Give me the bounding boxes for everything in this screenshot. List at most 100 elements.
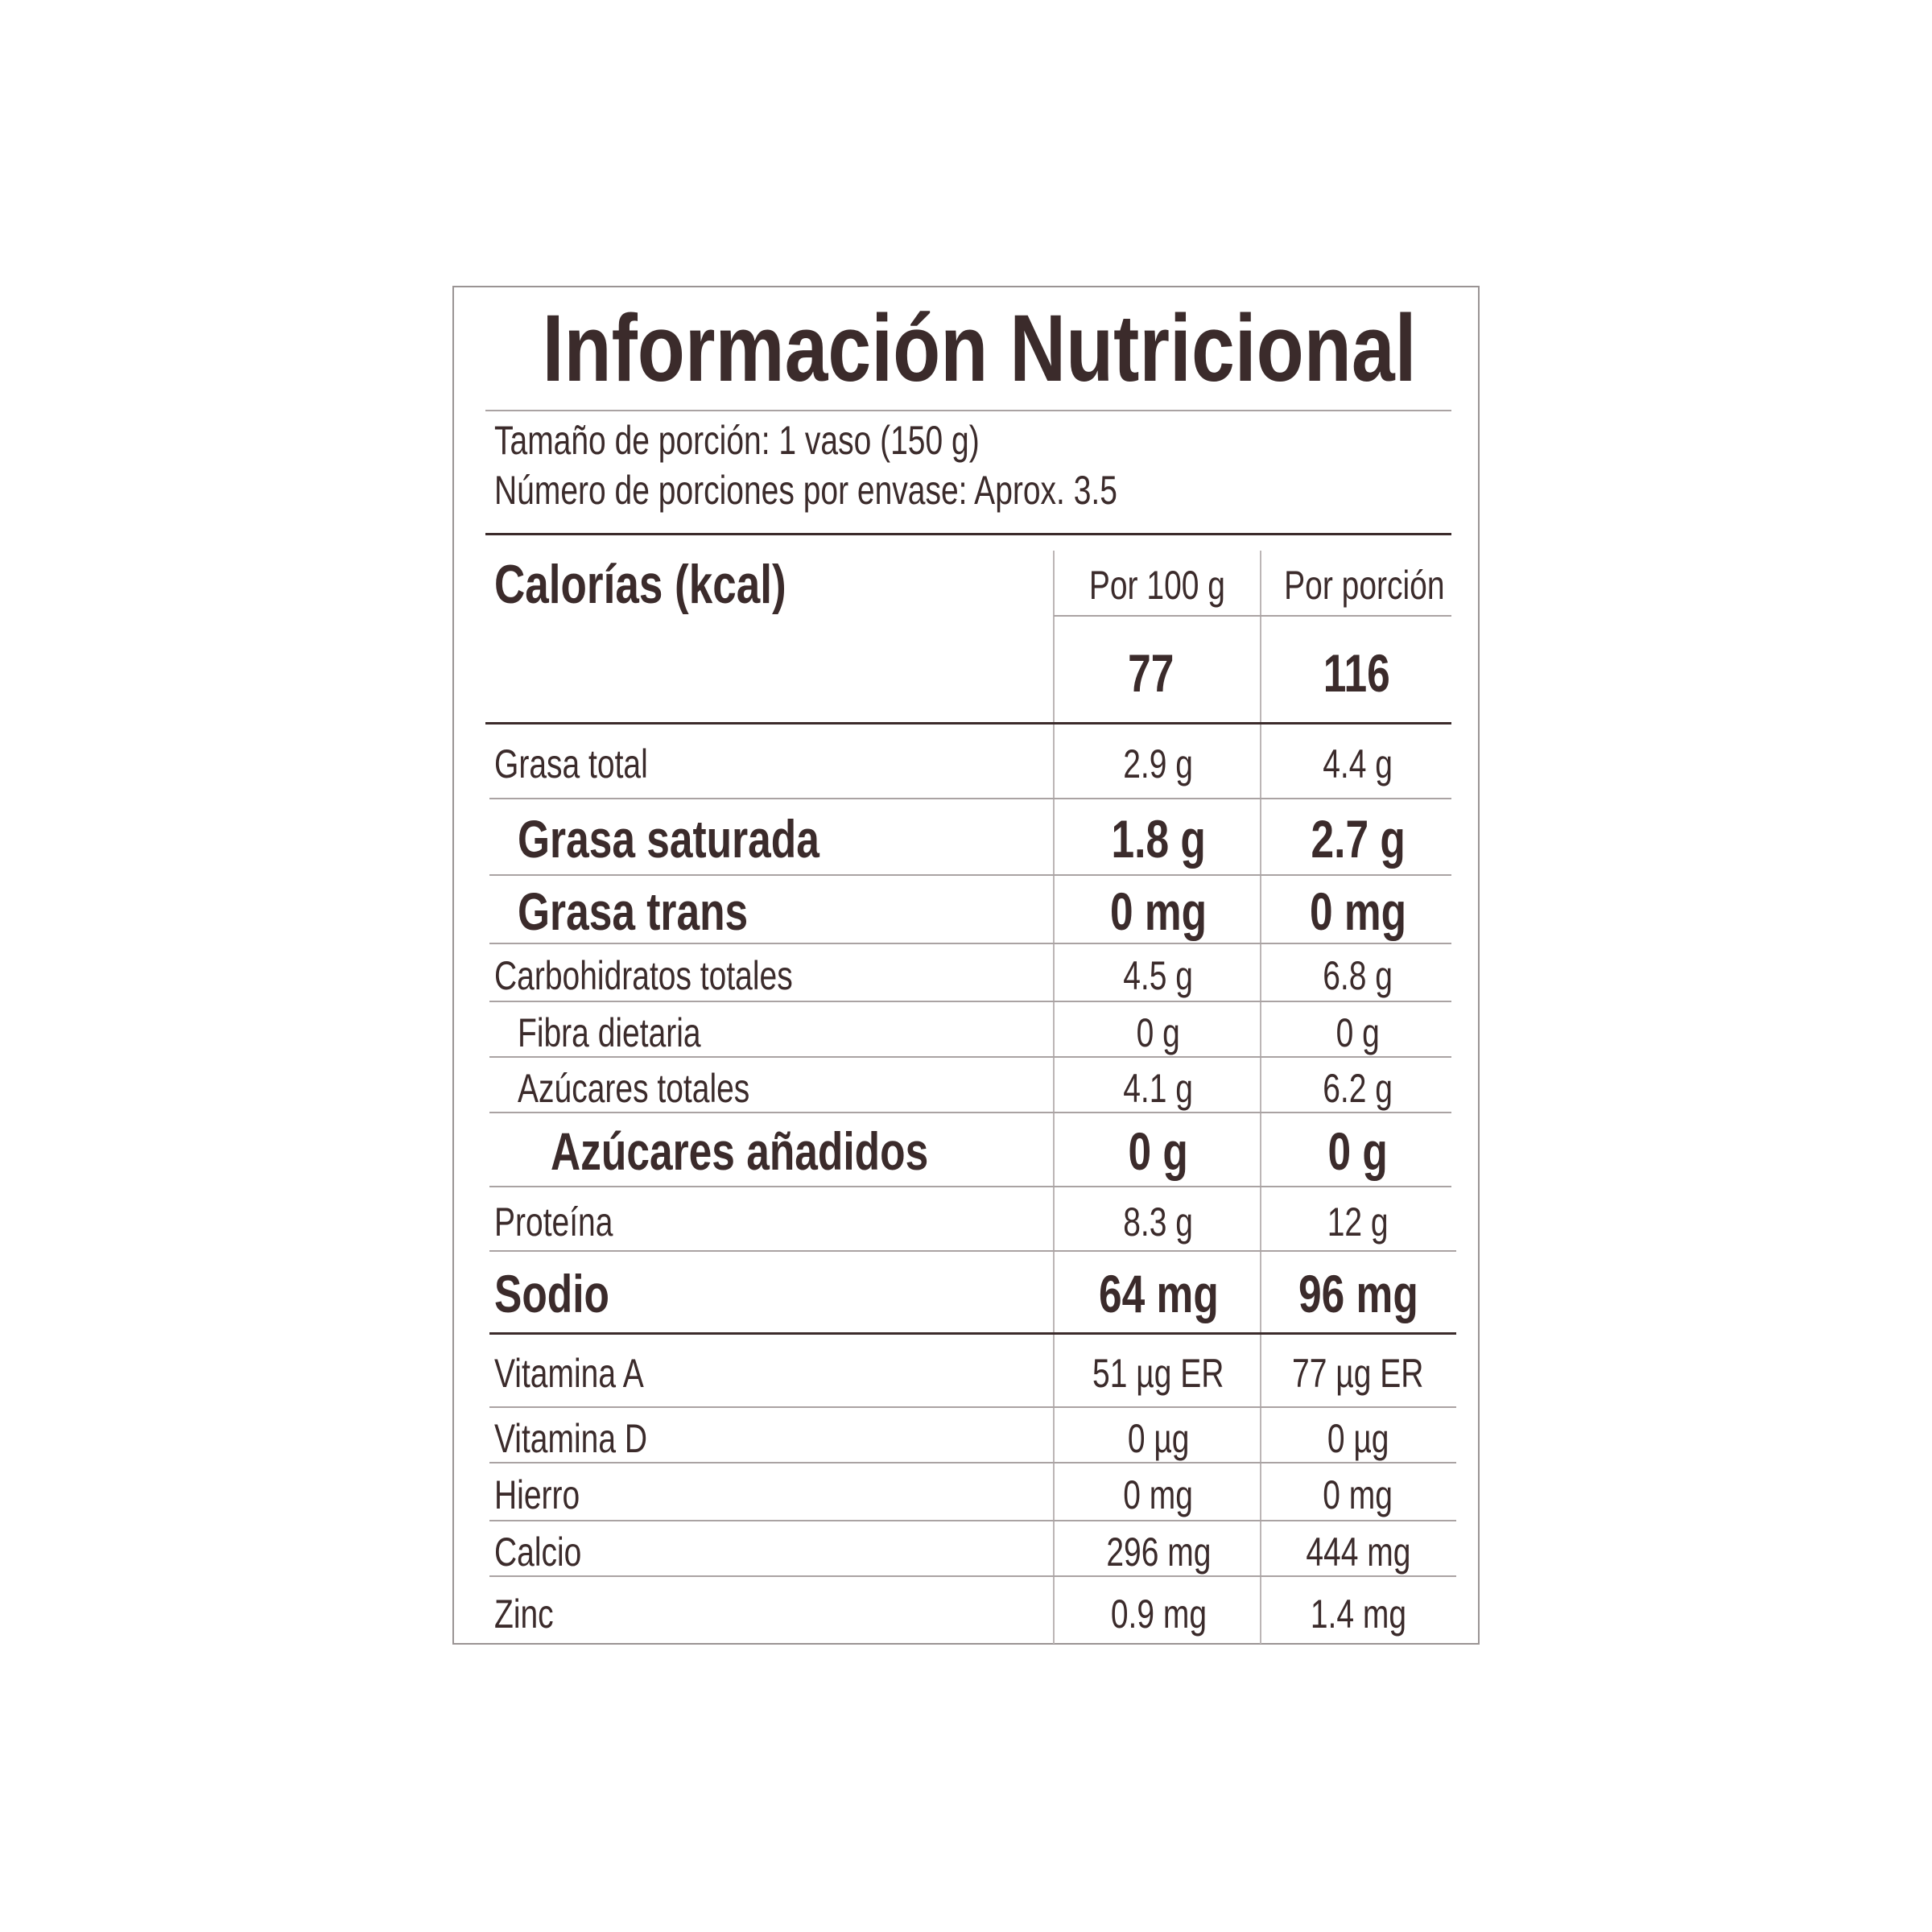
row-divider bbox=[489, 874, 1451, 876]
value-text: 6.8 g bbox=[1323, 953, 1393, 998]
nutrient-label-text: Hierro bbox=[494, 1472, 580, 1517]
row-divider bbox=[489, 943, 1451, 944]
value-text: 0 mg bbox=[1109, 881, 1208, 941]
row-divider bbox=[489, 1056, 1451, 1058]
value-text: 0 g bbox=[1335, 1009, 1381, 1055]
value-text: 6.2 g bbox=[1323, 1065, 1393, 1111]
nutrient-label-text: Vitamina A bbox=[494, 1351, 644, 1396]
nutrient-label-text: Grasa total bbox=[494, 741, 648, 786]
value-text: 1.4 mg bbox=[1310, 1591, 1406, 1637]
nutrient-label-text: Azúcares añadidos bbox=[551, 1121, 929, 1181]
nutrient-label-text: Grasa trans bbox=[518, 881, 749, 941]
nutrient-label: Azúcares añadidos bbox=[551, 1125, 1035, 1178]
value-per-serving: 77 µg ER bbox=[1261, 1353, 1455, 1393]
nutrient-label-text: Carbohidratos totales bbox=[494, 953, 793, 998]
value-per-serving: 0 mg bbox=[1261, 1475, 1455, 1515]
nutrient-label: Grasa total bbox=[494, 744, 691, 784]
value-per-serving: 1.4 mg bbox=[1261, 1594, 1455, 1634]
calories-value: 77 bbox=[1128, 643, 1174, 703]
value-per-serving: 6.8 g bbox=[1261, 956, 1455, 996]
value-per-100g: 0 µg bbox=[1055, 1418, 1262, 1459]
calories-value: 116 bbox=[1323, 643, 1390, 703]
divider bbox=[1054, 615, 1451, 617]
column-header-text: Por porción bbox=[1284, 563, 1445, 608]
row-divider bbox=[489, 1250, 1456, 1252]
nutrient-label-text: Proteína bbox=[494, 1199, 613, 1245]
value-per-100g: 0 mg bbox=[1055, 1475, 1262, 1515]
value-per-100g: 8.3 g bbox=[1055, 1202, 1262, 1242]
value-per-100g: 1.8 g bbox=[1055, 812, 1262, 865]
nutrient-label: Azúcares totales bbox=[518, 1068, 815, 1108]
row-divider bbox=[489, 1462, 1456, 1463]
value-text: 0 g bbox=[1136, 1009, 1181, 1055]
value-text: 0 mg bbox=[1323, 1472, 1393, 1517]
servings-per-container-text: Número de porciones por envase: Aprox. 3… bbox=[494, 468, 1117, 513]
divider-thick bbox=[489, 1332, 1456, 1335]
value-text: 51 µg ER bbox=[1092, 1351, 1224, 1396]
value-text: 444 mg bbox=[1305, 1529, 1411, 1575]
nutrition-facts-panel bbox=[452, 286, 1480, 1645]
value-per-serving: 4.4 g bbox=[1261, 744, 1455, 784]
nutrient-label: Grasa saturada bbox=[518, 812, 905, 865]
value-text: 4.5 g bbox=[1123, 953, 1194, 998]
value-per-serving: 12 g bbox=[1261, 1202, 1455, 1242]
nutrient-label-text: Zinc bbox=[494, 1591, 554, 1637]
divider-thick bbox=[485, 533, 1451, 535]
column-header-per-100g: Por 100 g bbox=[1055, 565, 1260, 605]
value-per-100g: 0 g bbox=[1055, 1013, 1262, 1053]
nutrient-label-text: Fibra dietaria bbox=[518, 1009, 701, 1055]
value-per-100g: 0.9 mg bbox=[1055, 1594, 1262, 1634]
row-divider bbox=[489, 1112, 1451, 1113]
value-text: 4.1 g bbox=[1123, 1065, 1194, 1111]
nutrient-label: Proteína bbox=[494, 1202, 646, 1242]
serving-size-text: Tamaño de porción: 1 vaso (150 g) bbox=[494, 418, 980, 463]
nutrient-label-text: Sodio bbox=[494, 1264, 609, 1323]
value-text: 0 mg bbox=[1309, 881, 1407, 941]
value-per-100g: 296 mg bbox=[1055, 1532, 1262, 1572]
calories-label-text: Calorías (kcal) bbox=[494, 554, 786, 615]
value-per-serving: 0 g bbox=[1261, 1125, 1455, 1178]
nutrient-label: Vitamina A bbox=[494, 1353, 686, 1393]
row-divider bbox=[489, 1186, 1451, 1187]
value-text: 4.4 g bbox=[1323, 741, 1393, 786]
divider-thick bbox=[485, 722, 1451, 724]
value-text: 0 g bbox=[1327, 1121, 1389, 1181]
row-divider bbox=[489, 1520, 1456, 1521]
nutrient-label: Vitamina D bbox=[494, 1418, 691, 1459]
nutrient-label: Sodio bbox=[494, 1267, 642, 1320]
row-divider bbox=[489, 1406, 1456, 1408]
calories-per-100g: 77 bbox=[1055, 646, 1248, 700]
value-text: 12 g bbox=[1327, 1199, 1389, 1245]
row-divider bbox=[489, 798, 1451, 799]
panel-title: Información Nutricional bbox=[0, 294, 1932, 403]
value-text: 8.3 g bbox=[1123, 1199, 1194, 1245]
nutrient-label-text: Grasa saturada bbox=[518, 808, 819, 869]
column-header-per-serving: Por porción bbox=[1261, 565, 1451, 605]
nutrient-label: Grasa trans bbox=[518, 885, 813, 938]
value-per-serving: 444 mg bbox=[1261, 1532, 1455, 1572]
nutrient-label-text: Vitamina D bbox=[494, 1415, 648, 1461]
value-text: 77 µg ER bbox=[1292, 1351, 1424, 1396]
column-divider bbox=[1260, 551, 1261, 1644]
value-text: 0 µg bbox=[1327, 1415, 1389, 1461]
value-text: 296 mg bbox=[1105, 1529, 1212, 1575]
value-text: 2.7 g bbox=[1311, 808, 1406, 869]
nutrient-label: Calcio bbox=[494, 1532, 606, 1572]
value-text: 64 mg bbox=[1098, 1264, 1219, 1323]
value-text: 1.8 g bbox=[1111, 808, 1206, 869]
column-divider bbox=[1053, 551, 1055, 1644]
nutrient-label: Zinc bbox=[494, 1594, 570, 1634]
value-per-serving: 0 g bbox=[1261, 1013, 1455, 1053]
value-per-serving: 2.7 g bbox=[1261, 812, 1455, 865]
value-per-serving: 6.2 g bbox=[1261, 1068, 1455, 1108]
nutrient-label-text: Calcio bbox=[494, 1529, 582, 1575]
value-per-serving: 0 mg bbox=[1261, 885, 1455, 938]
value-text: 96 mg bbox=[1298, 1264, 1418, 1323]
nutrient-label: Carbohidratos totales bbox=[494, 956, 877, 996]
value-per-100g: 51 µg ER bbox=[1055, 1353, 1262, 1393]
servings-per-container: Número de porciones por envase: Aprox. 3… bbox=[494, 470, 1293, 510]
calories-per-serving: 116 bbox=[1261, 646, 1451, 700]
value-text: 0 µg bbox=[1127, 1415, 1190, 1461]
value-per-serving: 0 µg bbox=[1261, 1418, 1455, 1459]
value-text: 0 mg bbox=[1123, 1472, 1194, 1517]
